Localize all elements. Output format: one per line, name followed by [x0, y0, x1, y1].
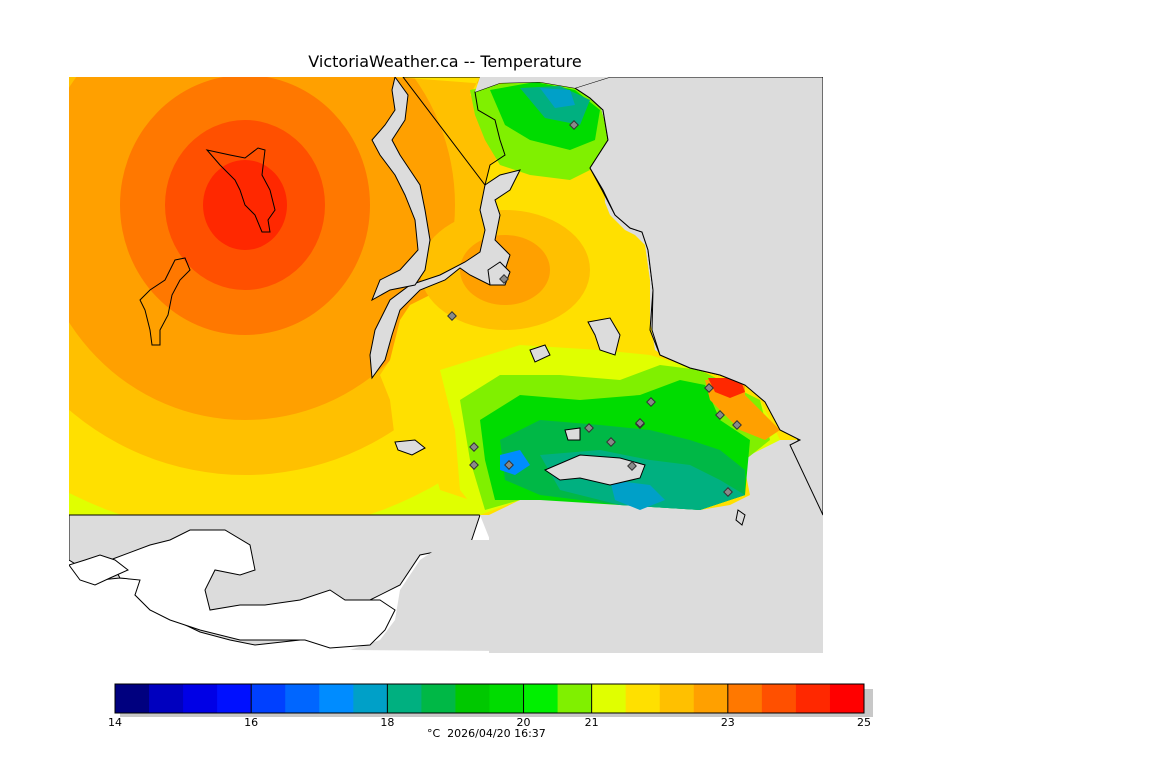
station-1[interactable] — [569, 120, 579, 130]
contour-south-17 — [610, 480, 665, 510]
legend-units-timestamp: °C 2026/04/20 16:37 — [427, 727, 546, 740]
station-3[interactable] — [447, 311, 457, 321]
station-7[interactable] — [732, 420, 742, 430]
legend-swatch-11 — [489, 684, 525, 713]
legend-swatches — [114, 684, 865, 713]
contour-east-hot2 — [708, 378, 745, 398]
station-2[interactable] — [499, 274, 509, 284]
legend-swatch-21 — [829, 684, 865, 713]
station-11[interactable] — [469, 442, 479, 452]
legend-swatch-0 — [115, 684, 150, 713]
land-east-gray — [573, 77, 823, 516]
legend-swatch-8 — [387, 684, 422, 713]
legend-tick-label: 14 — [108, 716, 122, 729]
land-north-gray — [475, 77, 610, 92]
color-legend — [114, 683, 873, 717]
legend-swatch-17 — [693, 684, 729, 713]
contour-south-cold — [500, 450, 530, 475]
legend-tick-label: 18 — [380, 716, 395, 729]
station-15[interactable] — [723, 487, 733, 497]
legend-swatch-20 — [795, 684, 831, 713]
water-lake-4 — [564, 427, 581, 441]
station-9[interactable] — [584, 423, 594, 433]
legend-swatch-7 — [353, 684, 388, 713]
legend-swatch-14 — [591, 684, 627, 713]
station-4[interactable] — [704, 383, 714, 393]
legend-swatch-13 — [557, 684, 593, 713]
legend-tick-label: 16 — [244, 716, 259, 729]
station-16[interactable] — [635, 418, 645, 428]
legend-swatch-16 — [659, 684, 695, 713]
lake-west — [139, 257, 191, 346]
legend-border — [114, 683, 865, 714]
legend-swatch-4 — [251, 684, 286, 713]
station-markers — [447, 120, 742, 497]
legend-tick-label: 21 — [584, 716, 599, 729]
water-lake-1 — [587, 317, 621, 356]
legend-swatch-18 — [727, 684, 763, 713]
station-13[interactable] — [504, 460, 514, 470]
legend-tick-label: 25 — [857, 716, 871, 729]
station-10[interactable] — [606, 437, 616, 447]
water-saanich-inlet — [369, 169, 521, 380]
legend-swatch-10 — [455, 684, 490, 713]
legend-swatch-19 — [761, 684, 797, 713]
water-lake-3 — [394, 439, 426, 456]
legend-swatch-9 — [421, 684, 456, 713]
map-title: VictoriaWeather.ca -- Temperature — [308, 52, 582, 71]
legend-swatch-15 — [625, 684, 661, 713]
land-south-east — [350, 515, 823, 653]
water-bay-west — [69, 554, 129, 586]
water-lake-2 — [529, 344, 551, 363]
lake-cowichan — [205, 147, 276, 233]
legend-swatch-3 — [217, 684, 252, 713]
temperature-field — [69, 77, 823, 653]
station-14[interactable] — [627, 461, 637, 471]
legend-swatch-6 — [319, 684, 354, 713]
legend-tick-label: 20 — [516, 716, 531, 729]
station-5[interactable] — [646, 397, 656, 407]
water-juan-de-fuca — [109, 529, 396, 649]
water-esquimalt — [543, 454, 646, 486]
legend-swatch-2 — [183, 684, 218, 713]
legend-swatch-5 — [285, 684, 320, 713]
station-6[interactable] — [715, 410, 725, 420]
legend-swatch-1 — [149, 684, 184, 713]
contour-north-17 — [540, 88, 575, 108]
legend-swatch-12 — [523, 684, 559, 713]
station-12[interactable] — [469, 460, 479, 470]
land-north-island — [371, 77, 431, 302]
islet-south — [735, 509, 746, 526]
legend-tick-label: 23 — [720, 716, 735, 729]
